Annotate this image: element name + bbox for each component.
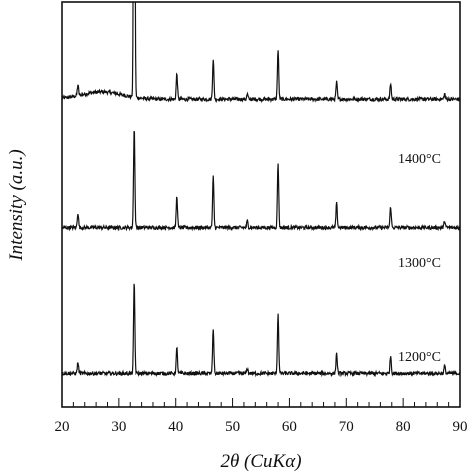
x-tick-label: 20 [55,419,70,435]
x-tick-label: 50 [225,419,240,435]
series-label-1300: 1300°C [398,256,441,271]
x-tick-label: 70 [339,419,354,435]
series-line-1300 [62,130,460,232]
x-axis-title: 2θ (CuKα) [220,451,301,472]
x-tick-label: 90 [453,419,468,435]
series-labels: 1400°C 1300°C 1200°C [398,152,441,365]
series-line-1400 [62,2,460,104]
y-axis-title: Intensity (a.u.) [6,149,27,261]
series-line-1200 [62,283,460,378]
x-tick-label: 40 [168,419,183,435]
x-axis-ticks: 20 30 40 50 60 70 80 90 [55,398,468,435]
series-label-1200: 1200°C [398,350,441,365]
x-tick-label: 60 [282,419,297,435]
series-label-1400: 1400°C [398,152,441,167]
plot-frame [61,1,461,408]
series-layer [62,2,460,378]
x-tick-label: 30 [111,419,126,435]
x-tick-label: 80 [396,419,411,435]
